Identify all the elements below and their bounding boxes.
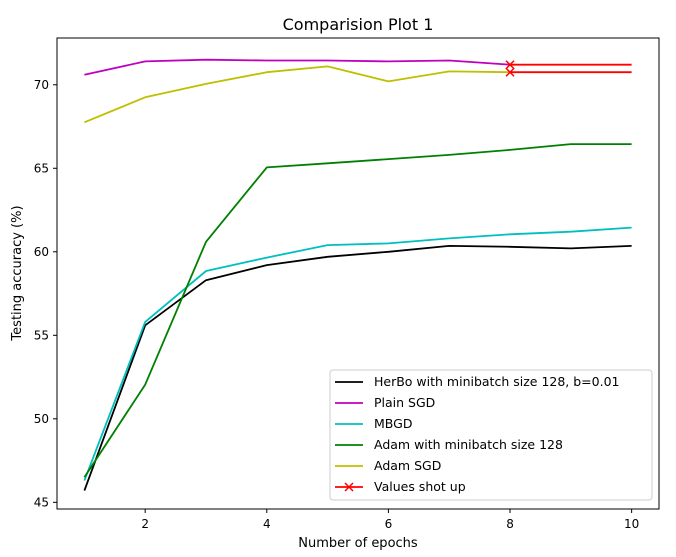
x-tick-label: 8 <box>506 517 514 531</box>
legend-label: HerBo with minibatch size 128, b=0.01 <box>374 374 619 389</box>
plot-frame <box>56 37 660 510</box>
x-tick-label: 4 <box>263 517 271 531</box>
legend-entry: Adam with minibatch size 128 <box>335 437 563 452</box>
legend-entry: MBGD <box>335 416 412 431</box>
series-line <box>83 244 632 491</box>
axis-ticks: 2 4 6 8 10 45 50 55 60 65 70 <box>34 78 640 531</box>
chart-title: Comparision Plot 1 <box>283 15 434 34</box>
series-1 <box>83 244 632 491</box>
series-2 <box>84 58 511 76</box>
x-tick-label: 6 <box>385 517 393 531</box>
legend-label: Adam with minibatch size 128 <box>374 437 563 452</box>
legend-entry: Adam SGD <box>335 458 441 473</box>
legend-label: Values shot up <box>374 479 466 494</box>
x-axis-label: Number of epochs <box>298 536 418 551</box>
series-line <box>83 143 632 478</box>
legend-entry: Values shot up <box>335 479 466 494</box>
x-tick-label: 10 <box>624 517 639 531</box>
series-4 <box>83 143 632 478</box>
y-tick-label: 60 <box>34 245 49 259</box>
y-axis-label: Testing accuracy (%) <box>10 205 25 341</box>
x-marker <box>505 67 515 77</box>
series-line <box>83 226 632 481</box>
y-tick-label: 65 <box>34 161 49 175</box>
legend-box <box>329 369 653 501</box>
x-marker <box>505 60 515 70</box>
y-tick-label: 70 <box>34 78 49 92</box>
y-tick-label: 55 <box>34 328 49 342</box>
series-layer <box>83 58 632 491</box>
y-tick-label: 50 <box>34 412 49 426</box>
legend: HerBo with minibatch size 128, b=0.01 Pla… <box>329 369 653 501</box>
legend-label: Plain SGD <box>374 395 435 410</box>
legend-entry: Plain SGD <box>335 395 435 410</box>
series-line <box>84 65 511 124</box>
legend-label: MBGD <box>374 416 412 431</box>
x-marker <box>344 482 354 492</box>
series-3 <box>83 226 632 481</box>
y-tick-label: 45 <box>34 495 49 509</box>
legend-entry: HerBo with minibatch size 128, b=0.01 <box>335 374 619 389</box>
series-6 <box>505 60 632 77</box>
legend-label: Adam SGD <box>374 458 441 473</box>
series-line <box>84 58 511 76</box>
series-5 <box>84 65 511 124</box>
x-tick-label: 2 <box>141 517 149 531</box>
